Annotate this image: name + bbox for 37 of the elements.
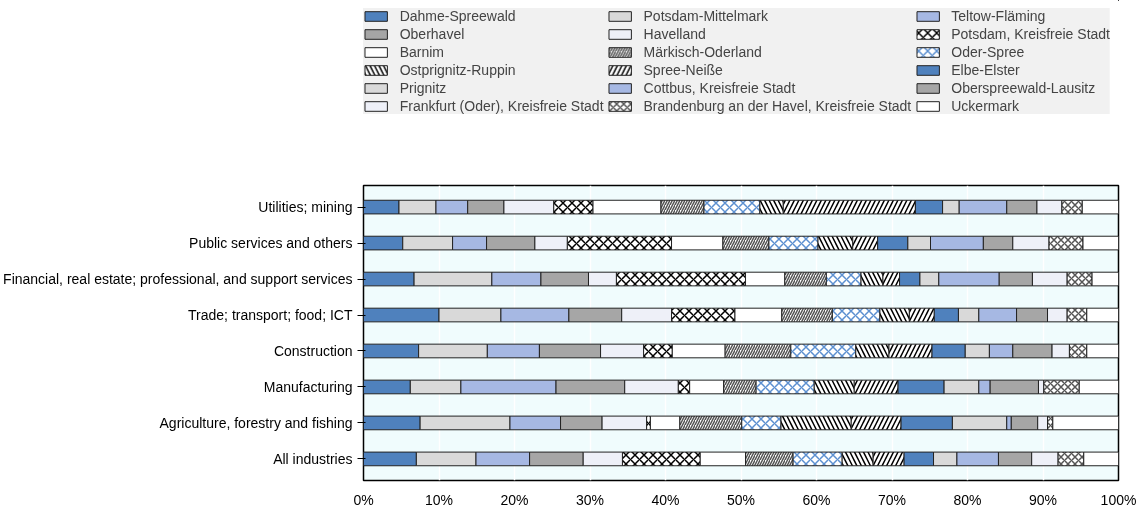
legend-label: Prignitz [399, 80, 447, 96]
legend-label: Cottbus, Kreisfreie Stadt [643, 80, 796, 96]
legend-label: Havelland [643, 26, 706, 42]
x-tick-label: 20% [500, 491, 529, 508]
x-tick-label: 60% [802, 491, 831, 508]
legend-label: Teltow-Fläming [951, 8, 1046, 24]
legend-label: Frankfurt (Oder), Kreisfreie Stadt [399, 98, 604, 114]
legend-label: Spree-Neiße [643, 62, 723, 78]
legend-label: Oder-Spree [951, 44, 1025, 60]
x-tick-label: 30% [575, 491, 605, 508]
x-tick-label: 50% [726, 491, 756, 508]
x-tick-label: 90% [1028, 491, 1058, 508]
legend-label: Uckermark [951, 98, 1019, 114]
y-tick-label: Manufacturing [263, 378, 353, 395]
y-tick-label: Trade; transport; food; ICT [188, 307, 353, 324]
y-tick-label: Construction [273, 342, 353, 359]
legend-label: Potsdam-Mittelmark [643, 8, 768, 24]
legend-label: Barnim [399, 44, 445, 60]
x-tick-label: 0% [353, 491, 374, 508]
y-tick-label: Financial, real estate; professional, and support services [3, 271, 353, 288]
x-tick-label: 10% [424, 491, 454, 508]
legend-label: Märkisch-Oderland [643, 44, 762, 60]
legend-label: Brandenburg an der Havel, Kreisfreie Stadt [643, 98, 912, 114]
legend-label: Oberspreewald-Lausitz [951, 80, 1096, 96]
legend-label: Ostprignitz-Ruppin [399, 62, 516, 78]
x-tick-label: 40% [651, 491, 680, 508]
legend-label: Potsdam, Kreisfreie Stadt [951, 26, 1110, 42]
legend-label: Dahme-Spreewald [399, 8, 516, 24]
y-tick-label: All industries [273, 450, 353, 467]
x-tick-label: 70% [877, 491, 907, 508]
y-tick-label: Public services and others [189, 235, 353, 252]
legend-label: Oberhavel [399, 26, 465, 42]
y-tick-label: Utilities; mining [258, 199, 353, 216]
x-tick-label: 80% [953, 491, 982, 508]
x-tick-label: 100% [1100, 491, 1137, 508]
y-tick-label: Agriculture, forestry and fishing [159, 414, 353, 431]
legend-label: Elbe-Elster [951, 62, 1020, 78]
